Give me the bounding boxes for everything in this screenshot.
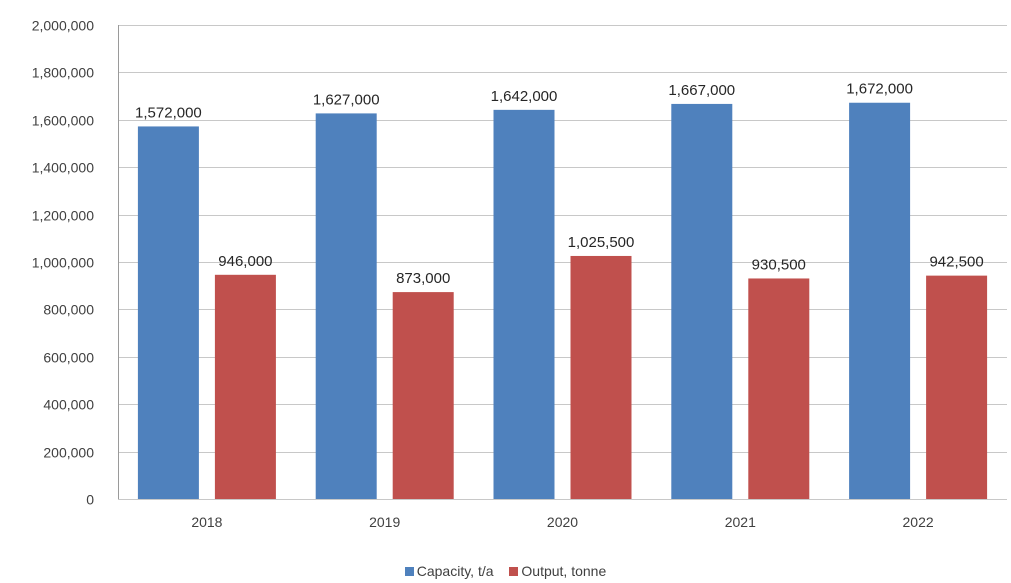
bar-output-2022	[926, 275, 988, 499]
legend-item-capacity: Capacity, t/a	[404, 563, 494, 579]
bar-output-2021	[748, 278, 810, 499]
data-labels: 1,572,000 946,000 1,627,000 873,000 1,642,00…	[135, 81, 984, 287]
y-tick-label: 1,400,000	[32, 160, 94, 176]
data-label: 1,667,000	[668, 82, 735, 99]
bar-output-2020	[570, 255, 632, 499]
data-label: 1,672,000	[846, 81, 913, 98]
bar-output-2018	[214, 274, 276, 499]
legend-swatch-capacity	[404, 567, 414, 576]
bar-capacity-2018	[137, 126, 199, 499]
x-tick-label: 2021	[725, 514, 756, 530]
bar-capacity-2022	[849, 102, 911, 500]
bars	[137, 102, 988, 500]
y-tick-label: 200,000	[43, 445, 94, 461]
bar-capacity-2020	[493, 109, 555, 499]
legend-label-capacity: Capacity, t/a	[416, 563, 494, 579]
y-tick-label: 1,200,000	[32, 208, 94, 224]
y-tick-label: 600,000	[43, 350, 94, 366]
data-label: 942,500	[929, 254, 983, 271]
data-label: 1,025,500	[568, 234, 635, 251]
bar-capacity-2021	[671, 103, 733, 500]
x-axis: 2018 2019 2020 2021 2022	[191, 514, 934, 530]
y-tick-label: 2,000,000	[32, 18, 94, 34]
bar-output-2019	[392, 292, 454, 499]
y-axis: 0 200,000 400,000 600,000 800,000 1,000,000 1,…	[32, 18, 119, 508]
y-tick-label: 1,600,000	[32, 113, 94, 129]
x-tick-label: 2018	[191, 514, 222, 530]
legend-item-output: Output, tonne	[509, 563, 606, 579]
data-label: 873,000	[396, 270, 450, 287]
y-tick-label: 1,000,000	[32, 255, 94, 271]
x-tick-label: 2022	[903, 514, 934, 530]
y-tick-label: 400,000	[43, 397, 94, 413]
data-label: 1,642,000	[491, 88, 558, 105]
bar-chart: 0 200,000 400,000 600,000 800,000 1,000,000 1,…	[32, 18, 1007, 530]
bar-capacity-2019	[315, 113, 377, 499]
data-label: 1,572,000	[135, 104, 202, 121]
data-label: 1,627,000	[313, 91, 380, 108]
data-label: 930,500	[752, 256, 806, 273]
data-label: 946,000	[218, 253, 272, 270]
legend-label-output: Output, tonne	[521, 563, 607, 579]
legend: Capacity, t/a Output, tonne	[0, 563, 1011, 579]
y-tick-label: 1,800,000	[32, 65, 94, 81]
legend-swatch-output	[509, 567, 519, 576]
x-tick-label: 2019	[369, 514, 400, 530]
x-tick-label: 2020	[547, 514, 578, 530]
y-tick-label: 800,000	[43, 302, 94, 318]
y-tick-label: 0	[86, 492, 94, 508]
